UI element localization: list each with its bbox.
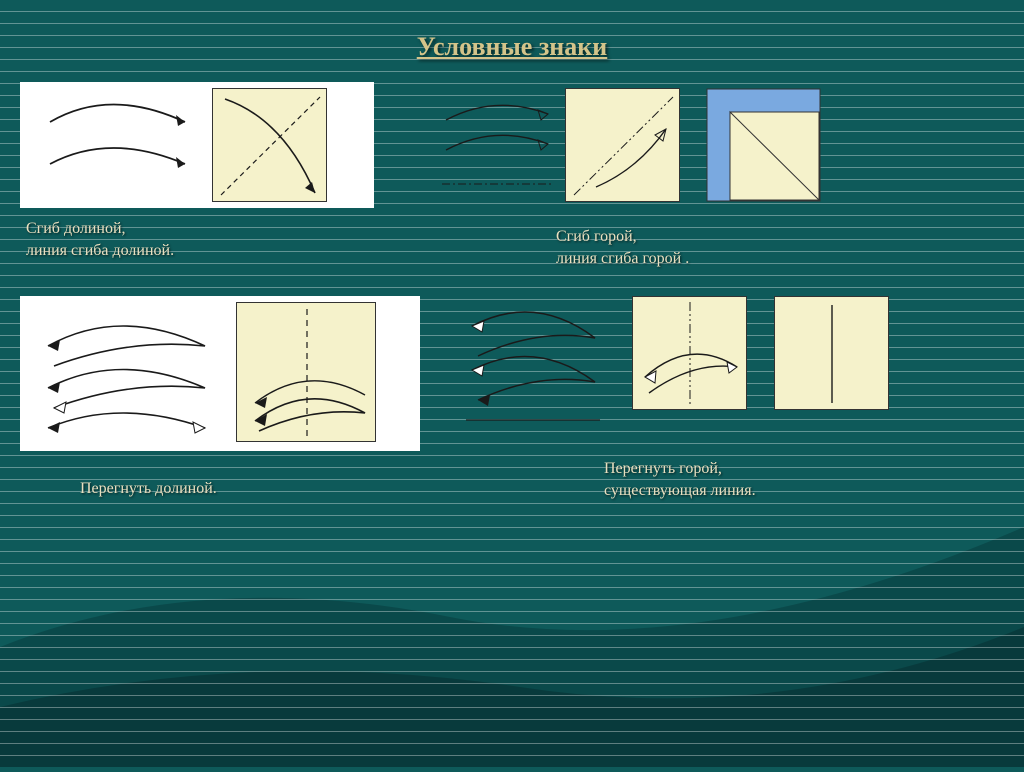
mountain-caption-l2: линия сгиба горой .: [556, 250, 689, 267]
mountain-blue-square: [706, 88, 821, 202]
slide-title: Условные знаки: [0, 32, 1024, 62]
valley-caption: Сгиб долиной, линия сгиба долиной.: [26, 218, 174, 261]
mountain-caption: Сгиб горой, линия сгиба горой .: [556, 226, 689, 269]
fold-mountain-square-1: [632, 296, 747, 410]
mountain-square: [565, 88, 680, 202]
fold-mountain-arrows: [460, 298, 610, 428]
mountain-arrows: [440, 92, 560, 202]
mountain-caption-l1: Сгиб горой,: [556, 228, 637, 245]
valley-caption-l2: линия сгиба долиной.: [26, 242, 174, 259]
fold-valley-square: [236, 302, 376, 442]
fold-mountain-caption-l2: существующая линия.: [604, 482, 756, 499]
valley-square: [212, 88, 327, 202]
fold-mountain-caption: Перегнуть горой, существующая линия.: [604, 458, 756, 501]
fold-mountain-caption-l1: Перегнуть горой,: [604, 460, 722, 477]
fold-valley-caption: Перегнуть долиной.: [80, 478, 217, 500]
valley-caption-l1: Сгиб долиной,: [26, 220, 126, 237]
fold-mountain-square-2: [774, 296, 889, 410]
